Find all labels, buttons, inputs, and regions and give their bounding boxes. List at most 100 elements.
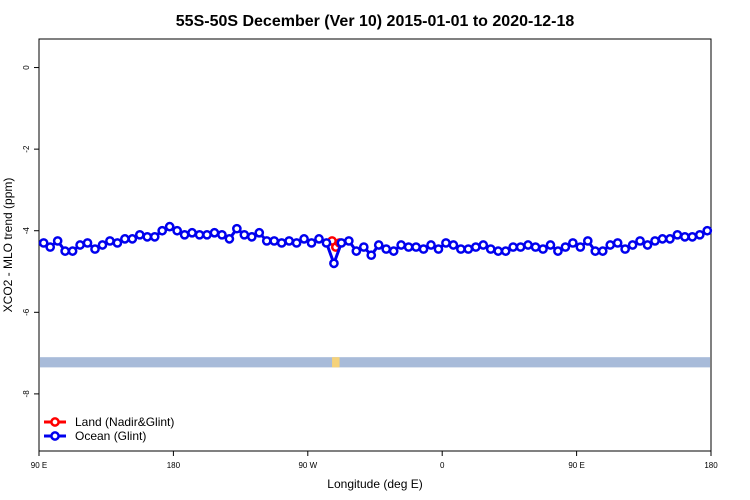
data-point [52, 236, 63, 246]
data-point [485, 244, 496, 254]
data-point [411, 242, 421, 252]
data-point [605, 240, 616, 250]
data-point [456, 244, 466, 254]
legend-label: Land (Nadir&Glint) [75, 415, 174, 429]
data-point [90, 244, 100, 254]
data-point [164, 221, 175, 232]
data-point [470, 242, 481, 252]
data-point [179, 229, 190, 240]
data-point [448, 240, 459, 250]
data-point [329, 258, 339, 269]
data-point [75, 240, 85, 250]
data-point [358, 242, 369, 252]
y-tick-label: -6 [22, 308, 31, 316]
data-point [523, 240, 533, 250]
data-point [672, 229, 683, 240]
data-point [433, 244, 444, 254]
y-axis: 0 -2 -4 -6 -8 [22, 65, 39, 398]
data-point [597, 246, 608, 256]
x-axis-label: Longitude (deg E) [327, 477, 422, 491]
data-point [127, 234, 138, 244]
legend-label: Ocean (Glint) [75, 429, 146, 443]
legend-background-band [40, 357, 710, 368]
data-point [642, 240, 653, 250]
data-point [134, 229, 145, 240]
data-point [463, 244, 474, 254]
x-tick-label: 180 [704, 461, 718, 470]
data-point [351, 246, 362, 256]
data-point [403, 242, 414, 252]
data-point [478, 240, 489, 250]
data-point [582, 236, 593, 246]
data-point [366, 250, 377, 261]
data-point [45, 242, 56, 252]
data-point [590, 246, 601, 256]
data-point [112, 238, 123, 248]
data-point [306, 238, 317, 248]
plot-frame [38, 38, 712, 452]
data-point [149, 231, 160, 242]
data-point [202, 229, 212, 240]
data-point [650, 236, 660, 246]
data-point [209, 227, 220, 238]
data-point [291, 238, 302, 248]
data-point [142, 231, 153, 242]
y-tick-label: -4 [22, 227, 31, 235]
data-point [620, 244, 630, 254]
x-tick-label: 180 [167, 461, 181, 470]
x-tick-label: 90 W [298, 461, 317, 470]
data-point [373, 240, 384, 250]
data-point [172, 225, 182, 236]
data-point [441, 238, 451, 248]
data-point [694, 229, 705, 240]
data-point [261, 236, 272, 246]
data-point [635, 236, 645, 246]
data-point [284, 236, 294, 246]
data-point [224, 234, 235, 244]
data-point [38, 238, 49, 248]
data-point [239, 229, 250, 240]
data-point [336, 238, 347, 248]
data-point [418, 244, 429, 254]
data-point [627, 240, 638, 250]
data-point [254, 227, 265, 238]
data-point [381, 244, 392, 254]
data-point [568, 238, 578, 248]
data-point [560, 242, 571, 252]
data-point [120, 234, 130, 244]
data-point [538, 244, 548, 254]
data-point [246, 231, 257, 242]
data-point [515, 242, 526, 252]
data-point [187, 227, 197, 238]
data-point [299, 234, 309, 244]
data-point [105, 236, 115, 246]
data-point [276, 238, 287, 248]
x-tick-label: 90 E [31, 461, 47, 470]
chart-title: 55S-50S December (Ver 10) 2015-01-01 to … [176, 13, 575, 30]
data-point [493, 246, 504, 256]
data-point [217, 229, 227, 240]
data-point [97, 240, 108, 250]
legend: Land (Nadir&Glint)Ocean (Glint) [44, 415, 174, 443]
data-point [612, 238, 623, 248]
legend-marker [50, 417, 60, 427]
data-point [702, 225, 713, 236]
data-point [680, 231, 690, 242]
data-point [687, 231, 698, 242]
data-point [82, 238, 93, 248]
y-tick-label: 0 [22, 65, 31, 70]
x-tick-label: 0 [440, 461, 445, 470]
data-point [269, 236, 280, 246]
data-point [500, 246, 511, 256]
data-point [396, 240, 406, 250]
y-tick-label: -2 [22, 145, 31, 153]
data-point [67, 246, 78, 256]
data-point [344, 236, 354, 246]
x-axis: 90 E 180 90 W 0 90 E 180 [31, 451, 718, 470]
x-tick-label: 90 E [568, 461, 584, 470]
series-ocean [38, 221, 713, 269]
data-point [426, 240, 436, 250]
data-point [665, 234, 675, 244]
y-tick-label: -8 [22, 390, 31, 398]
